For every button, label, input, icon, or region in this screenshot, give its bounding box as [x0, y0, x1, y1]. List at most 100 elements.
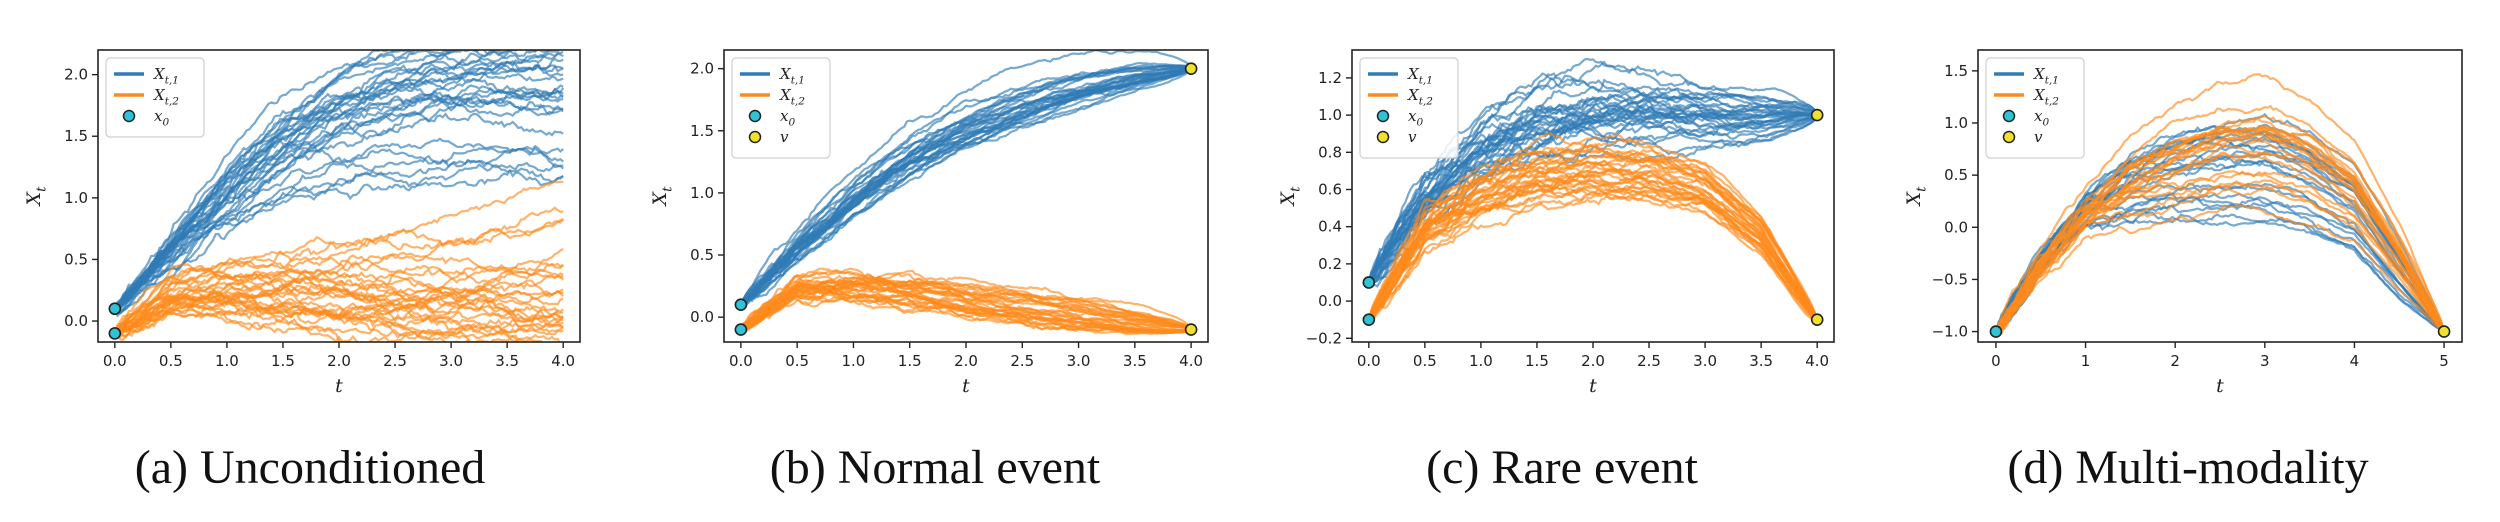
- series-1-path: [114, 88, 564, 315]
- legend-label: v: [1408, 128, 1417, 146]
- series-2-path: [1367, 156, 1819, 321]
- y-tick-label: 2.0: [64, 66, 88, 84]
- series-2-path: [1995, 72, 2446, 333]
- series-2-path: [1995, 179, 2445, 336]
- y-tick-label: 0.2: [1318, 255, 1342, 273]
- series-2-path: [1367, 158, 1819, 321]
- x-tick-label: 2.0: [327, 352, 351, 370]
- x-tick-label: 0.0: [1357, 352, 1381, 370]
- series-2-path: [1995, 104, 2446, 333]
- x-axis-label: t: [2216, 375, 2224, 397]
- y-tick-label: 0.0: [64, 312, 88, 330]
- v-marker: [2437, 325, 2451, 338]
- y-axis-label: Xt: [1277, 186, 1304, 208]
- x-tick-label: 3.0: [439, 352, 463, 370]
- series-1-path: [114, 84, 564, 312]
- v-marker: [1810, 313, 1824, 326]
- x-tick-label: 5: [2439, 352, 2449, 370]
- x-tick-label: 0.0: [103, 352, 127, 370]
- plot-area: [1994, 72, 2446, 336]
- legend-marker: [2002, 130, 2016, 144]
- series-1-path: [1367, 106, 1818, 283]
- y-tick-label: 0.5: [64, 250, 88, 268]
- y-tick-label: 0.0: [1318, 292, 1342, 310]
- x-tick-label: 0.0: [729, 352, 753, 370]
- series-1-path: [113, 50, 563, 310]
- panel-2: 0.0 0.5 1.0 1.5 2.0 2.5 3.0 3.5 4.0 0.0 0.5 1.0 1.5 2…: [649, 49, 1209, 494]
- y-tick-label: 0.4: [1318, 218, 1342, 236]
- legend-label: Xt,2: [153, 86, 179, 108]
- legend-label: Xt,2: [779, 86, 805, 108]
- x-tick-label: 2.0: [954, 352, 978, 370]
- legend-label: Xt,2: [2033, 86, 2059, 108]
- legend-label: Xt,1: [779, 65, 805, 87]
- y-tick-label: 0.5: [1944, 166, 1968, 184]
- series-1-path: [740, 67, 1192, 306]
- legend-marker: [748, 109, 762, 123]
- series-1-path: [739, 50, 1193, 306]
- y-tick-label: 0.0: [690, 308, 714, 326]
- x-tick-label: 1.5: [271, 352, 295, 370]
- series-1-path: [739, 66, 1192, 306]
- y-tick-label: 2.0: [690, 60, 714, 78]
- y-tick-label: 0.0: [1944, 218, 1968, 236]
- series-2-path: [740, 281, 1192, 333]
- series-2-path: [1994, 180, 2445, 333]
- y-tick-label: 1.0: [1944, 114, 1968, 132]
- series-2-path: [1368, 169, 1819, 321]
- panel-3: 0.0 0.5 1.0 1.5 2.0 2.5 3.0 3.5 4.0 −0.2 0.0 0.2 0.4…: [1277, 49, 1835, 494]
- x-tick-label: 1.5: [1525, 352, 1549, 370]
- y-tick-label: 1.0: [64, 189, 88, 207]
- legend-label: v: [2034, 128, 2043, 146]
- legend-marker: [1376, 109, 1390, 123]
- legend-label: x0: [154, 107, 169, 129]
- legend-label: Xt,1: [1407, 65, 1433, 87]
- series-2-path: [113, 277, 564, 335]
- series-2-path: [740, 287, 1192, 334]
- x0-marker: [734, 323, 748, 336]
- x-tick-label: 1.0: [842, 352, 866, 370]
- plot-area: [739, 50, 1193, 336]
- y-axis-label: Xt: [1903, 186, 1930, 208]
- x-tick-label: 1.0: [1469, 352, 1493, 370]
- legend-marker: [2002, 109, 2016, 123]
- x-tick-label: 4: [2350, 352, 2360, 370]
- x-tick-label: 1.5: [898, 352, 922, 370]
- series-2-path: [113, 270, 564, 334]
- series-1-path: [739, 67, 1192, 306]
- series-2-path: [1994, 135, 2446, 333]
- v-marker: [1810, 108, 1824, 122]
- legend-label: Xt,2: [1407, 86, 1433, 108]
- axes-frame: [1977, 49, 2463, 343]
- y-axis-label: Xt: [649, 186, 676, 208]
- x0-marker: [1362, 276, 1376, 289]
- x0-marker: [1989, 325, 2003, 338]
- legend-label: x0: [1408, 107, 1423, 129]
- x-tick-label: 3.5: [1749, 352, 1773, 370]
- y-tick-label: 1.5: [64, 127, 88, 145]
- x-axis-label: t: [335, 375, 343, 397]
- x-tick-label: 4.0: [1805, 352, 1829, 370]
- panel-caption: (a) Unconditioned: [135, 441, 486, 494]
- x-tick-label: 2.5: [1010, 352, 1034, 370]
- x-tick-label: 4.0: [1179, 352, 1203, 370]
- x-tick-label: 3.0: [1693, 352, 1717, 370]
- panel-caption: (d) Multi-modality: [2007, 441, 2368, 494]
- series-1-path: [1368, 72, 1818, 284]
- x0-marker: [1362, 313, 1376, 326]
- x-tick-label: 1: [2081, 352, 2091, 370]
- x-tick-label: 0: [1991, 352, 2001, 370]
- x-tick-label: 2: [2170, 352, 2180, 370]
- series-2-path: [1995, 203, 2445, 333]
- x-tick-label: 2.5: [1637, 352, 1661, 370]
- y-tick-label: 1.5: [690, 122, 714, 140]
- x-tick-label: 0.5: [785, 352, 809, 370]
- x0-marker: [734, 298, 748, 312]
- legend-label: x0: [2034, 107, 2049, 129]
- x0-marker: [108, 302, 122, 316]
- series-2-path: [1367, 143, 1819, 321]
- panel-4: 0 1 2 3 4 5 −1.0 −0.5 0.0 0.5 1.0 1.5 t Xt Xt,1Xt,2x0v…: [1903, 49, 2463, 494]
